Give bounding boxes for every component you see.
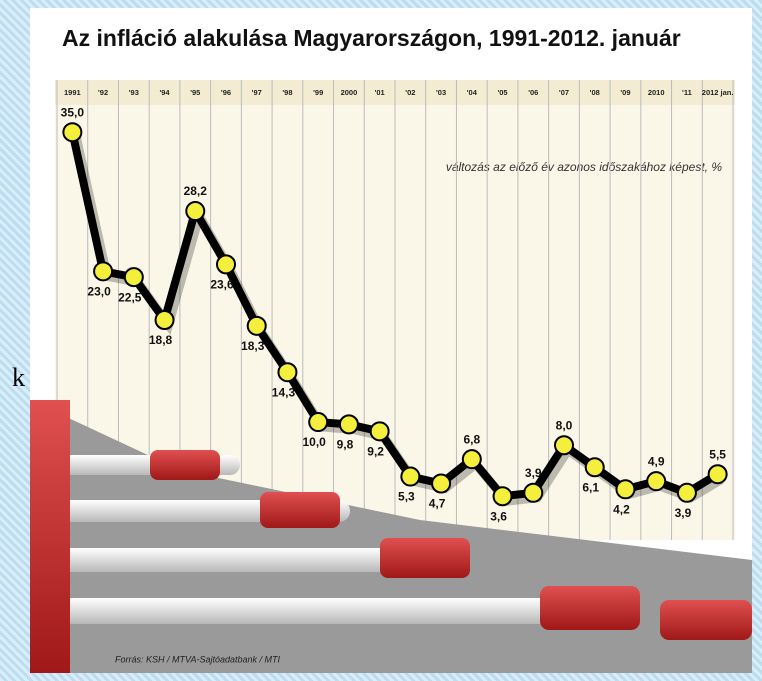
data-label: 9,2 [367,445,384,459]
x-tick-label: '92 [98,88,108,97]
data-label: 22,5 [118,290,142,304]
data-label: 4,2 [613,502,630,516]
data-label: 4,9 [648,454,665,468]
marker [217,255,235,273]
data-label: 3,9 [525,466,542,480]
marker [555,436,573,454]
marker [524,484,542,502]
marker [432,475,450,493]
marker [248,317,266,335]
data-label: 18,8 [149,333,173,347]
marker [371,422,389,440]
marker [278,363,296,381]
data-label: 8,0 [556,418,573,432]
x-tick-label: '06 [528,88,538,97]
marker [709,465,727,483]
data-label: 9,8 [337,438,354,452]
marker [647,472,665,490]
x-tick-label: '03 [436,88,446,97]
x-tick-label: '02 [405,88,415,97]
x-tick-label: 2012 jan. [702,88,734,97]
data-label: 28,2 [184,184,208,198]
x-tick-label: '11 [682,88,692,97]
x-tick-label: '99 [313,88,323,97]
data-label: 35,0 [61,105,85,119]
x-tick-label: '97 [252,88,262,97]
marker [94,262,112,280]
marker [186,202,204,220]
x-tick-label: '01 [375,88,385,97]
marker [616,480,634,498]
side-fragment: k [12,363,25,392]
data-label: 3,6 [490,509,507,523]
x-tick-label: '96 [221,88,231,97]
marker [156,311,174,329]
data-label: 6,8 [463,432,480,446]
marker [463,450,481,468]
data-label: 18,3 [241,339,265,353]
chart: k Az infláció alakulása Magyarországon, … [0,0,762,681]
x-tick-label: '04 [467,88,478,97]
marker [309,413,327,431]
x-tick-label: '07 [559,88,569,97]
x-tick-label: '98 [282,88,292,97]
marker [678,484,696,502]
marker [63,123,81,141]
x-tick-label: '08 [590,88,600,97]
source: Forrás: KSH / MTVA-Sajtóadatbank / MTI [115,654,281,664]
x-tick-label: '05 [497,88,507,97]
marker [340,415,358,433]
x-tick-label: 2010 [648,88,665,97]
data-label: 3,9 [675,506,692,520]
data-label: 23,6 [210,278,234,292]
data-label: 10,0 [303,435,327,449]
x-tick-label: 1991 [64,88,81,97]
data-label: 14,3 [272,385,296,399]
x-tick-label: '95 [190,88,200,97]
data-label: 6,1 [582,480,599,494]
marker [401,468,419,486]
x-tick-label: '09 [620,88,630,97]
x-tick-label: 2000 [341,88,358,97]
x-tick-label: '93 [129,88,139,97]
data-label: 5,5 [709,447,726,461]
data-label: 4,7 [429,497,446,511]
chart-title: Az infláció alakulása Magyarországon, 19… [62,25,681,51]
data-label: 23,0 [87,284,111,298]
data-label: 5,3 [398,490,415,504]
marker [494,487,512,505]
marker [125,268,143,286]
page: k Az infláció alakulása Magyarországon, … [0,0,762,681]
marker [586,458,604,476]
x-tick-label: '94 [159,88,170,97]
